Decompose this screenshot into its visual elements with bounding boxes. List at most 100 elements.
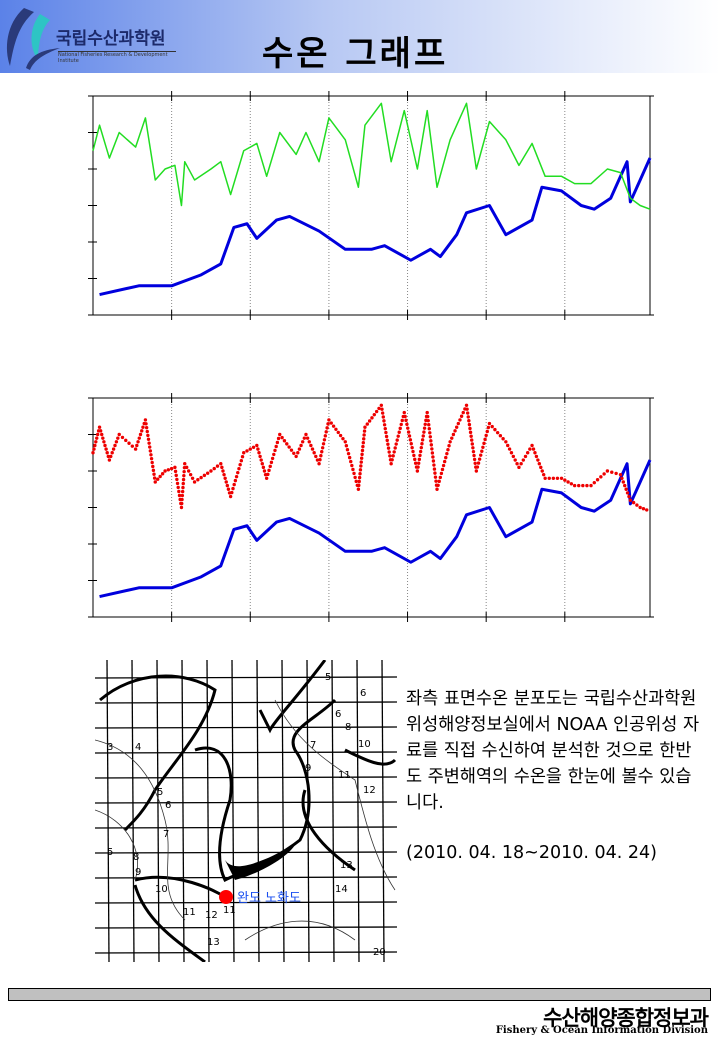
data-point-평년	[387, 450, 391, 454]
data-point-평년	[437, 479, 441, 484]
data-point-평년	[267, 468, 271, 473]
data-point-평년	[433, 475, 438, 479]
data-point-평년	[312, 451, 316, 455]
series-line-2010	[99, 459, 652, 599]
data-point-평년	[577, 483, 581, 488]
data-point-평년	[442, 459, 447, 464]
data-point-평년	[269, 460, 274, 465]
data-point-평년	[151, 468, 156, 473]
data-point-평년	[515, 462, 519, 466]
data-point-평년	[641, 507, 646, 511]
data-point-평년	[106, 454, 110, 459]
data-point-평년	[481, 445, 485, 449]
data-point-평년	[275, 440, 280, 445]
data-point-평년	[467, 422, 472, 427]
data-point-평년	[358, 468, 363, 472]
logo-english: National Fisheries Research & Developmen…	[58, 51, 176, 64]
data-point-평년	[490, 424, 494, 429]
data-point-평년	[234, 474, 239, 479]
data-point-평년	[152, 472, 156, 476]
data-point-평년	[486, 425, 491, 430]
data-point-평년	[385, 438, 389, 443]
data-point-평년	[352, 471, 356, 476]
data-point-평년	[92, 447, 96, 451]
data-point-평년	[93, 443, 97, 448]
data-point-평년	[423, 422, 427, 426]
data-point-평년	[302, 436, 307, 440]
data-point-평년	[397, 430, 401, 434]
data-point-평년	[563, 478, 567, 482]
data-point-평년	[448, 440, 452, 444]
data-point-평년	[163, 469, 167, 473]
data-point-평년	[454, 425, 459, 429]
data-point-평년	[327, 418, 331, 422]
data-point-평년	[158, 474, 162, 479]
data-point-평년	[148, 445, 152, 449]
data-point-평년	[343, 440, 347, 444]
data-point-평년	[461, 410, 465, 415]
data-point-평년	[336, 430, 340, 435]
data-point-평년	[186, 469, 191, 473]
map-grid-line	[331, 660, 335, 962]
data-point-평년	[102, 440, 106, 444]
data-point-평년	[439, 471, 444, 476]
data-point-평년	[181, 481, 185, 486]
data-point-평년	[531, 447, 536, 451]
data-point-평년	[196, 478, 200, 482]
contour-label: 6	[360, 688, 366, 699]
data-point-평년	[147, 441, 151, 445]
data-point-평년	[146, 437, 151, 441]
contour-label: 4	[135, 742, 141, 753]
data-point-평년	[370, 416, 374, 420]
data-point-평년	[406, 426, 410, 430]
contour-label: 7	[310, 740, 316, 751]
data-point-평년	[261, 465, 266, 470]
data-point-평년	[472, 453, 476, 458]
contour-label: 9	[135, 867, 141, 878]
data-point-평년	[331, 424, 336, 428]
data-point-평년	[479, 453, 483, 457]
data-point-평년	[136, 440, 140, 444]
data-point-평년	[117, 432, 121, 437]
contour-label: 5	[157, 787, 163, 798]
data-point-평년	[146, 433, 150, 438]
data-period: (2010. 04. 18~2010. 04. 24)	[406, 843, 657, 863]
data-point-평년	[324, 430, 328, 434]
data-point-평년	[416, 465, 420, 469]
data-point-평년	[635, 503, 639, 507]
data-point-평년	[421, 434, 425, 438]
map-grid-line	[356, 660, 360, 962]
data-point-평년	[398, 426, 402, 431]
data-point-평년	[384, 434, 389, 439]
data-point-평년	[495, 430, 500, 435]
data-point-평년	[185, 465, 189, 470]
data-point-평년	[183, 462, 187, 466]
data-point-평년	[426, 418, 430, 423]
data-point-평년	[543, 476, 547, 480]
data-point-평년	[528, 447, 532, 451]
data-point-평년	[417, 457, 422, 462]
data-point-평년	[362, 429, 367, 433]
data-point-평년	[418, 449, 423, 454]
data-point-평년	[329, 421, 333, 425]
data-point-평년	[321, 442, 326, 446]
korea-south-coast	[225, 845, 295, 880]
data-point-평년	[251, 445, 256, 449]
series-line-2010	[99, 157, 652, 297]
data-point-평년	[95, 436, 99, 440]
data-point-평년	[177, 493, 182, 498]
data-point-평년	[97, 425, 102, 429]
footer-division-korean: 수산해양종합정보과	[543, 1006, 709, 1030]
data-point-평년	[116, 436, 120, 440]
contour-label: 10	[155, 884, 168, 895]
data-point-평년	[464, 403, 469, 407]
data-point-평년	[105, 451, 109, 455]
data-point-평년	[144, 422, 148, 426]
data-point-평년	[144, 425, 149, 430]
data-point-평년	[220, 465, 224, 470]
data-point-평년	[521, 458, 526, 462]
data-point-평년	[440, 467, 445, 472]
data-point-평년	[399, 422, 403, 427]
data-point-평년	[272, 452, 276, 457]
